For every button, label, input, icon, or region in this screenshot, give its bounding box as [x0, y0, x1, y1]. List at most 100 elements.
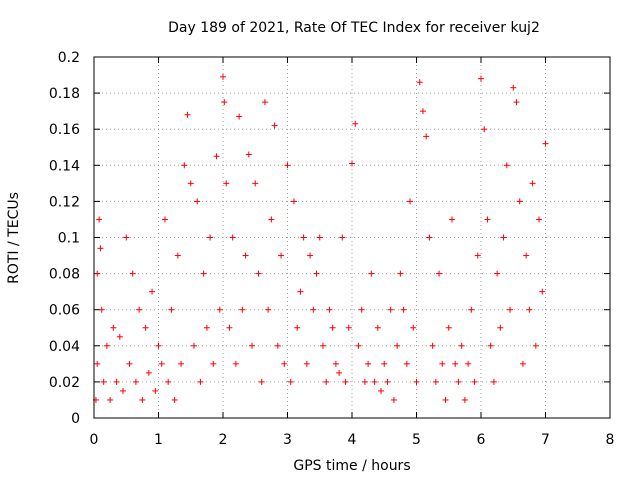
data-point — [542, 140, 549, 147]
chart-title: Day 189 of 2021, Rate Of TEC Index for r… — [168, 20, 540, 36]
data-point — [265, 306, 272, 313]
x-tick-label: 3 — [283, 432, 292, 448]
y-tick-label: 0.12 — [49, 194, 80, 210]
data-point — [345, 324, 352, 331]
data-point — [194, 198, 201, 205]
x-tick-label: 6 — [477, 432, 486, 448]
data-points — [92, 73, 549, 403]
data-point — [423, 133, 430, 140]
data-point — [232, 360, 239, 367]
data-point — [316, 234, 323, 241]
data-point — [126, 360, 133, 367]
data-point — [187, 180, 194, 187]
data-point — [326, 306, 333, 313]
data-point — [519, 360, 526, 367]
data-point — [419, 108, 426, 115]
data-point — [103, 342, 110, 349]
data-point — [481, 126, 488, 133]
axis-ticks: 0 1 2 3 4 5 6 7 8 0 0.02 0.04 0.06 0.08 0.1 0.12 0.14 0.1… — [49, 50, 615, 448]
data-point — [145, 369, 152, 376]
data-point — [532, 342, 539, 349]
data-point — [210, 360, 217, 367]
data-point — [497, 324, 504, 331]
data-point — [216, 306, 223, 313]
data-point — [410, 324, 417, 331]
data-point — [536, 216, 543, 223]
data-point — [258, 378, 265, 385]
data-point — [165, 378, 172, 385]
data-point — [287, 378, 294, 385]
data-point — [229, 234, 236, 241]
data-point — [310, 306, 317, 313]
data-point — [213, 153, 220, 160]
data-point — [413, 378, 420, 385]
data-point — [149, 288, 156, 295]
y-tick-label: 0.14 — [49, 158, 80, 174]
data-point — [203, 324, 210, 331]
y-tick-label: 0.2 — [58, 50, 80, 66]
data-point — [390, 396, 397, 403]
data-point — [323, 378, 330, 385]
data-point — [458, 342, 465, 349]
data-point — [465, 360, 472, 367]
data-point — [132, 378, 139, 385]
data-point — [300, 234, 307, 241]
data-point — [268, 216, 275, 223]
data-point — [378, 387, 385, 394]
data-point — [416, 79, 423, 86]
data-point — [294, 324, 301, 331]
data-point — [168, 306, 175, 313]
data-point — [426, 234, 433, 241]
data-point — [249, 342, 256, 349]
data-point — [329, 324, 336, 331]
data-point — [97, 245, 104, 252]
plot-frame — [93, 56, 611, 419]
data-point — [94, 270, 101, 277]
data-point — [394, 342, 401, 349]
data-point — [284, 162, 291, 169]
data-point — [319, 342, 326, 349]
y-tick-label: 0.04 — [49, 339, 80, 355]
data-point — [442, 396, 449, 403]
data-point — [200, 270, 207, 277]
data-point — [432, 378, 439, 385]
data-point — [98, 306, 105, 313]
data-point — [181, 162, 188, 169]
data-point — [471, 378, 478, 385]
data-point — [400, 306, 407, 313]
data-point — [252, 180, 259, 187]
y-tick-label: 0.08 — [49, 267, 80, 283]
data-point — [281, 360, 288, 367]
data-point — [436, 270, 443, 277]
data-point — [523, 252, 530, 259]
data-point — [278, 252, 285, 259]
data-point — [245, 151, 252, 158]
data-point — [507, 306, 514, 313]
data-point — [403, 360, 410, 367]
data-point — [513, 99, 520, 106]
data-point — [184, 111, 191, 118]
data-point — [484, 216, 491, 223]
data-point — [529, 180, 536, 187]
data-point — [387, 306, 394, 313]
data-point — [349, 160, 355, 167]
data-point — [332, 360, 339, 367]
data-point — [384, 378, 391, 385]
data-point — [113, 378, 120, 385]
data-point — [274, 342, 281, 349]
data-point — [474, 252, 481, 259]
data-point — [239, 306, 246, 313]
data-point — [374, 324, 381, 331]
data-point — [381, 360, 388, 367]
grid-lines — [94, 57, 610, 418]
data-point — [303, 360, 310, 367]
data-point — [242, 252, 249, 259]
data-point — [207, 234, 214, 241]
y-tick-label: 0.06 — [49, 303, 80, 319]
data-point — [120, 387, 127, 394]
data-point — [152, 387, 159, 394]
x-axis-label: GPS time / hours — [293, 458, 410, 474]
data-point — [439, 360, 446, 367]
data-point — [190, 342, 197, 349]
data-point — [510, 84, 517, 91]
